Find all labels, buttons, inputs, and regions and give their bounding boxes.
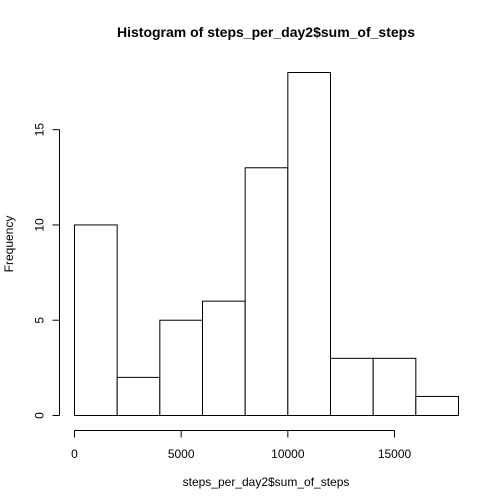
y-axis: 0 5 10 15 [33, 123, 60, 419]
histogram-bar-8 [415, 395, 460, 417]
histogram-bar-5 [287, 72, 332, 416]
histogram-bar-1 [116, 376, 161, 416]
x-tick-label: 10000 [271, 447, 305, 461]
y-axis-label: Frequency [2, 216, 16, 273]
x-tick-label: 5000 [168, 447, 195, 461]
x-tick-label: 0 [71, 447, 78, 461]
histogram-bars [74, 72, 460, 417]
histogram-bar-2 [159, 319, 203, 417]
histogram-bar-7 [372, 357, 417, 417]
histogram-bar-6 [330, 357, 374, 417]
y-tick-label: 15 [33, 123, 47, 137]
x-tick-label: 15000 [378, 447, 412, 461]
chart-title: Histogram of steps_per_day2$sum_of_steps [117, 24, 415, 40]
x-axis-label: steps_per_day2$sum_of_steps [183, 475, 350, 489]
histogram-bar-3 [202, 300, 246, 416]
y-tick-label: 5 [33, 317, 47, 324]
y-tick-label: 0 [33, 412, 47, 419]
histogram-bar-0 [74, 224, 118, 416]
x-axis: 0 5000 10000 15000 [71, 430, 412, 461]
histogram-bar-4 [244, 167, 289, 416]
y-tick-label: 10 [33, 218, 47, 232]
